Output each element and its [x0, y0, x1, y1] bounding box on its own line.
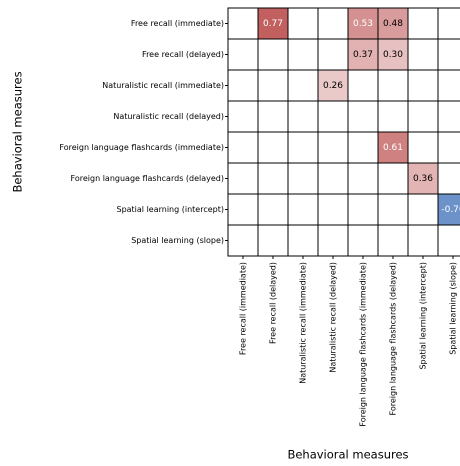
- x-tick-label: Spatial learning (slope): [449, 262, 458, 355]
- empty-cell: [227, 193, 259, 226]
- empty-cell: [407, 69, 439, 102]
- empty-cell: [317, 162, 349, 195]
- x-tick-label: Free recall (delayed): [269, 262, 278, 344]
- empty-cell: [347, 100, 379, 133]
- value-label: 0.53: [353, 19, 373, 29]
- empty-cell: [407, 38, 439, 71]
- x-tick-label: Foreign language flashcards (delayed): [389, 262, 398, 415]
- empty-cell: [347, 131, 379, 164]
- empty-cell: [257, 69, 289, 102]
- y-tick-label: Free recall (delayed): [142, 50, 224, 59]
- y-tick-label: Foreign language flashcards (immediate): [59, 143, 224, 152]
- empty-cell: [437, 131, 460, 164]
- empty-cell: [257, 38, 289, 71]
- heat-cell: [317, 69, 349, 102]
- empty-cell: [407, 131, 439, 164]
- value-label: 0.77: [263, 19, 283, 29]
- value-label: 0.48: [383, 19, 403, 29]
- empty-cell: [227, 7, 259, 40]
- empty-cell: [317, 224, 349, 257]
- value-label: -0.76: [441, 205, 460, 215]
- empty-cell: [287, 162, 319, 195]
- y-tick-label: Spatial learning (slope): [131, 236, 224, 245]
- empty-cell: [407, 7, 439, 40]
- empty-cell: [227, 162, 259, 195]
- empty-cell: [317, 131, 349, 164]
- value-label: 0.61: [383, 143, 403, 153]
- empty-cell: [257, 193, 289, 226]
- value-label: 0.26: [323, 81, 343, 91]
- empty-cell: [407, 100, 439, 133]
- empty-cell: [317, 7, 349, 40]
- empty-cell: [287, 69, 319, 102]
- empty-cell: [317, 38, 349, 71]
- empty-cell: [437, 38, 460, 71]
- y-axis-label: Behavioral measures: [11, 71, 25, 192]
- empty-cell: [287, 38, 319, 71]
- empty-cell: [377, 100, 409, 133]
- value-label: 0.37: [353, 50, 373, 60]
- empty-cell: [257, 162, 289, 195]
- value-label: 0.36: [413, 174, 433, 184]
- empty-cell: [317, 100, 349, 133]
- empty-cell: [437, 162, 460, 195]
- empty-cell: [287, 131, 319, 164]
- x-axis-label: Behavioral measures: [287, 448, 408, 462]
- empty-cell: [347, 224, 379, 257]
- empty-cell: [287, 7, 319, 40]
- empty-cell: [227, 224, 259, 257]
- empty-cell: [257, 224, 289, 257]
- heat-cell: [377, 131, 409, 164]
- x-tick-label: Spatial learning (intercept): [419, 262, 428, 370]
- empty-cell: [287, 100, 319, 133]
- empty-cell: [347, 193, 379, 226]
- y-tick-label: Spatial learning (intercept): [116, 205, 224, 214]
- value-label: 0.30: [383, 50, 403, 60]
- empty-cell: [437, 224, 460, 257]
- empty-cell: [347, 69, 379, 102]
- empty-cell: [377, 69, 409, 102]
- empty-cell: [377, 193, 409, 226]
- empty-cell: [437, 100, 460, 133]
- x-tick-label: Naturalistic recall (delayed): [329, 262, 338, 373]
- empty-cell: [257, 100, 289, 133]
- x-tick-label: Naturalistic recall (immediate): [299, 262, 308, 384]
- empty-cell: [227, 38, 259, 71]
- empty-cell: [257, 131, 289, 164]
- y-tick-label: Naturalistic recall (delayed): [113, 112, 224, 121]
- empty-cell: [407, 193, 439, 226]
- empty-cell: [437, 7, 460, 40]
- empty-cell: [227, 100, 259, 133]
- y-tick-label: Foreign language flashcards (delayed): [71, 174, 224, 183]
- x-tick-label: Free recall (immediate): [239, 262, 248, 355]
- empty-cell: [227, 131, 259, 164]
- empty-cell: [227, 69, 259, 102]
- empty-cell: [287, 224, 319, 257]
- empty-cell: [377, 162, 409, 195]
- empty-cell: [377, 224, 409, 257]
- y-tick-label: Free recall (immediate): [131, 19, 224, 28]
- empty-cell: [407, 224, 439, 257]
- y-tick-label: Naturalistic recall (immediate): [102, 81, 224, 90]
- empty-cell: [347, 162, 379, 195]
- heat-cell: [377, 38, 409, 71]
- x-tick-label: Foreign language flashcards (immediate): [359, 262, 368, 427]
- empty-cell: [317, 193, 349, 226]
- empty-cell: [287, 193, 319, 226]
- empty-cell: [437, 69, 460, 102]
